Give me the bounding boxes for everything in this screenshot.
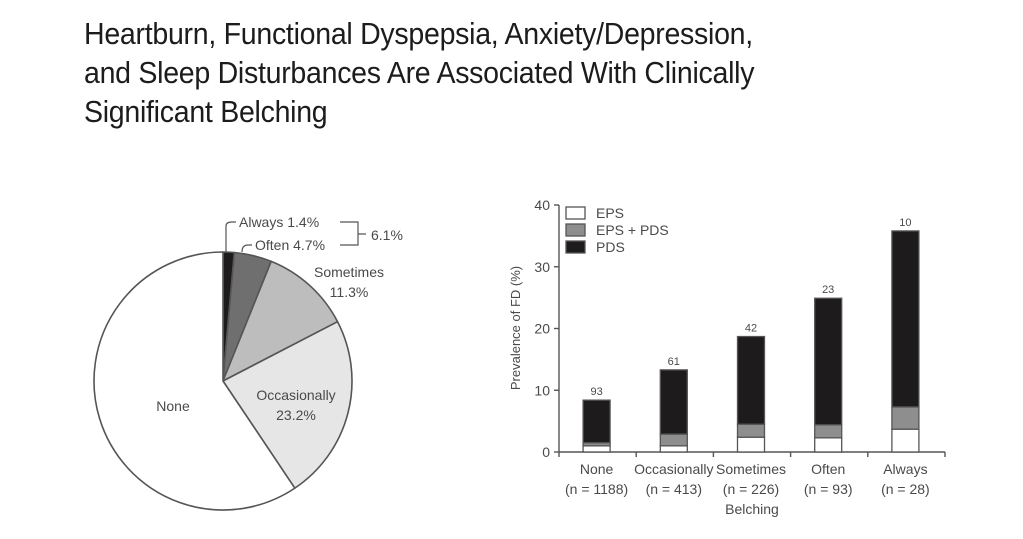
legend-label: EPS	[596, 205, 624, 221]
bar-segment-eps-always	[891, 428, 920, 453]
belching-frequency-pie-chart	[93, 251, 353, 511]
y-tick-label: 10	[534, 382, 550, 398]
bar-segment-pds-often	[814, 297, 843, 426]
title-line-2: and Sleep Disturbances Are Associated Wi…	[84, 55, 755, 90]
pie-slice-none	[93, 251, 296, 511]
fd-prevalence-bar-chart: 0 10 20 30 40 None (n = 1188) Occasionally (n =…	[508, 197, 946, 517]
bar-segment-eps-pds-always	[891, 406, 920, 430]
bar-segment-pds-occasionally	[659, 369, 688, 435]
legend-label: PDS	[596, 239, 625, 255]
pie-slice-occasionally	[222, 320, 353, 489]
pie-label-none: None	[156, 398, 190, 414]
x-category-label: Always	[883, 461, 927, 477]
x-category-n-label: (n = 413)	[646, 481, 702, 497]
bar-segment-eps-sometimes	[736, 436, 766, 453]
pie-annotations	[225, 221, 366, 253]
bar-segment-eps-occasionally	[659, 445, 688, 453]
y-axis: 0 10 20 30 40	[534, 197, 560, 460]
bar-segment-eps-pds-sometimes	[736, 423, 766, 438]
pie-label-sometimes-value: 11.3%	[330, 284, 369, 300]
title-line-1: Heartburn, Functional Dyspepsia, Anxiety…	[84, 16, 753, 51]
often-leader-line	[241, 244, 252, 253]
x-category-n-label: (n = 93)	[804, 481, 853, 497]
pie-label-sometimes: Sometimes	[314, 264, 384, 280]
legend-swatch-eps	[565, 206, 586, 220]
title-line-3: Significant Belching	[84, 94, 328, 129]
x-category-n-label: (n = 28)	[881, 481, 930, 497]
legend-label: EPS + PDS	[596, 222, 669, 238]
x-category-n-label: (n = 1188)	[565, 481, 628, 497]
x-axis-label: Belching	[725, 501, 779, 517]
always-leader-line	[225, 221, 236, 252]
bar-count-label: 23	[822, 284, 834, 296]
y-tick-label: 40	[534, 197, 550, 213]
x-category-label: Occasionally	[634, 461, 713, 477]
y-tick-label: 30	[534, 259, 550, 275]
bar-count-label: 61	[668, 356, 680, 368]
bracket-line	[340, 221, 366, 246]
y-axis-label: Prevalence of FD (%)	[508, 266, 523, 390]
x-axis: None (n = 1188) Occasionally (n = 413) Somet…	[558, 451, 946, 497]
x-category-label: Often	[811, 461, 845, 477]
pie-slice-sometimes	[222, 260, 339, 382]
x-category-n-label: (n = 226)	[723, 481, 779, 497]
pie-label-occasionally: Occasionally	[256, 387, 335, 403]
legend-swatch-pds	[565, 240, 586, 254]
pie-bracket-total: 6.1%	[371, 227, 403, 243]
pie-label-occasionally-value: 23.2%	[276, 407, 316, 423]
bar-segment-pds-none	[582, 399, 611, 444]
bar-stacks: 93 61 42 23 10	[582, 217, 920, 453]
bar-segment-eps-pds-occasionally	[659, 433, 688, 447]
slide-title: Heartburn, Functional Dyspepsia, Anxiety…	[84, 14, 912, 131]
bar-segment-eps-pds-often	[814, 424, 843, 439]
x-category-label: Sometimes	[716, 461, 786, 477]
y-tick-label: 0	[542, 444, 550, 460]
bar-segment-eps-often	[814, 437, 843, 453]
bar-count-label: 10	[899, 217, 911, 229]
pie-label-always: Always 1.4%	[239, 214, 319, 230]
bar-count-label: 42	[745, 323, 757, 335]
x-category-label: None	[580, 461, 614, 477]
bar-segment-pds-sometimes	[736, 335, 766, 425]
bar-segment-pds-always	[891, 230, 920, 408]
pie-label-often: Often 4.7%	[255, 237, 325, 253]
bar-count-label: 93	[590, 386, 602, 398]
legend-swatch-eps-pds	[565, 223, 586, 237]
bar-segment-eps-none	[582, 445, 611, 453]
y-tick-label: 20	[534, 321, 550, 337]
